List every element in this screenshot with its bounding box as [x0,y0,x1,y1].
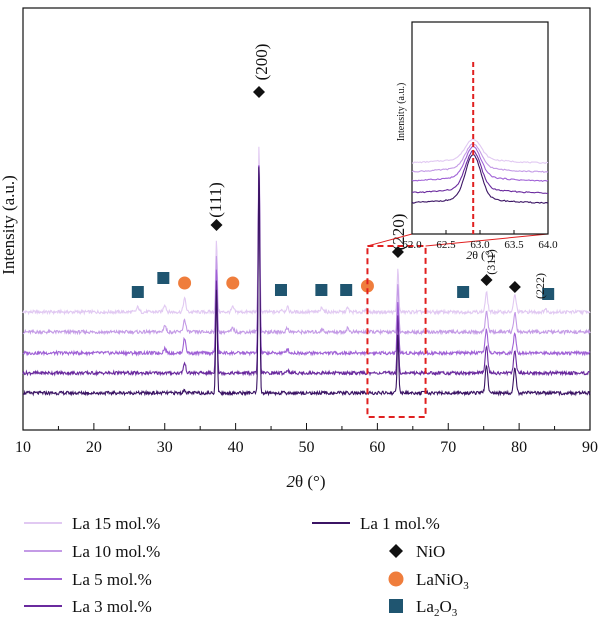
inset-y-axis-label: Intensity (a.u.) [396,83,407,142]
highlight-box [366,245,427,418]
la2o3-marker [340,284,353,296]
legend-label: La 15 mol.% [72,514,160,533]
inset-x-axis-label-theta: 2 [466,248,472,262]
inset-x-axis-label: 2θ (°) [466,248,494,262]
x-tick-label: 40 [228,439,244,456]
nio-marker [391,246,404,258]
legend-item: LaNiO3 [388,570,469,592]
legend-label-text: La 1 mol.% [360,514,440,533]
legend-label-text: La 15 mol.% [72,514,160,533]
legend-label-text: LaNiO [416,570,463,589]
inset-series-line [411,145,549,183]
inset-frame [411,21,549,235]
inset-series-line [411,138,549,164]
legend-label-text: La 3 mol.% [72,597,152,616]
legend-label-subscript: 3 [452,607,458,619]
legend-label-text: O [439,597,451,616]
legend-item: La 10 mol.% [24,542,160,561]
x-tick-label: 80 [511,439,527,456]
series-line-la-3-mol- [22,166,591,377]
series-line-la-5-mol- [22,165,591,357]
legend-la2o3-marker [389,599,403,613]
zoom-connector [367,233,413,247]
legend-item: La2O3 [389,597,458,619]
legend-label: La 10 mol.% [72,542,160,561]
inset-x-tick-label: 64.0 [538,239,558,251]
inset-series-line [411,143,549,173]
nio-marker [253,86,266,98]
x-axis-label-theta: 2 [286,472,295,491]
legend-label-text: NiO [416,542,445,561]
x-tick-label: 30 [157,439,173,456]
inset-x-tick-label: 62.0 [402,239,422,251]
inset-series-line [411,154,549,204]
legend-label-subscript: 3 [463,580,469,592]
x-tick-label: 60 [369,439,385,456]
zoom-connector [425,233,549,247]
legend-label: La 3 mol.% [72,597,152,616]
la2o3-marker [542,288,555,300]
inset-x-axis-label-rest: θ (°) [472,248,494,262]
legend-item: La 3 mol.% [24,597,152,616]
legend-lanio3-marker [388,571,404,587]
series-line-la-10-mol- [22,165,591,336]
inset-plot: 62.0 62.5 63.0 63.5 64.0 2θ (°) Intensity (a.u… [396,21,558,262]
lanio3-marker [360,279,374,293]
peak-label: (220) [389,214,408,251]
series-line-la-15-mol- [22,146,591,316]
lanio3-marker [178,276,192,290]
legend-label: La 1 mol.% [360,514,440,533]
nio-marker [210,219,223,231]
la2o3-marker [457,286,470,298]
inset-x-tick-label: 63.5 [504,239,524,251]
legend-label-text: La [416,597,434,616]
inset-x-tick-label: 62.5 [436,239,456,251]
inset-x-tick-label: 63.0 [470,239,490,251]
y-axis-label: Intensity (a.u.) [0,175,18,275]
nio-marker [508,281,521,293]
series-line-la-1-mol- [22,167,591,397]
legend-label: NiO [416,542,445,561]
peak-label: (311) [484,249,498,275]
x-tick-label: 20 [86,439,102,456]
nio-marker [480,274,493,286]
la2o3-marker [157,272,170,284]
lanio3-marker [226,276,240,290]
la2o3-marker [315,284,328,296]
x-tick-label: 10 [15,439,31,456]
legend-label-subscript: 2 [434,607,440,619]
x-tick-label: 70 [440,439,456,456]
legend-label-text: La 5 mol.% [72,570,152,589]
inset-series-line [411,149,549,194]
legend-item: La 5 mol.% [24,570,152,589]
peak-label: (111) [206,182,225,218]
legend-item: La 15 mol.% [24,514,160,533]
x-axis-label: 2θ (°) [286,472,325,491]
legend-label: La2O3 [416,597,458,619]
legend-label: La 5 mol.% [72,570,152,589]
legend-label-text: La 10 mol.% [72,542,160,561]
legend: La 15 mol.% La 10 mol.% La 5 mol.% La 3 mol… [24,514,469,619]
peak-label: (200) [252,44,271,81]
la2o3-marker [131,286,144,298]
x-tick-label: 50 [299,439,315,456]
legend-label: LaNiO3 [416,570,469,592]
x-tick-label: 90 [582,439,598,456]
legend-nio-marker [389,544,403,558]
la2o3-marker [274,284,287,296]
x-axis-label-rest: θ (°) [295,472,326,491]
peak-label: (222) [533,273,547,299]
legend-item: NiO [389,542,445,561]
legend-item: La 1 mol.% [312,514,440,533]
